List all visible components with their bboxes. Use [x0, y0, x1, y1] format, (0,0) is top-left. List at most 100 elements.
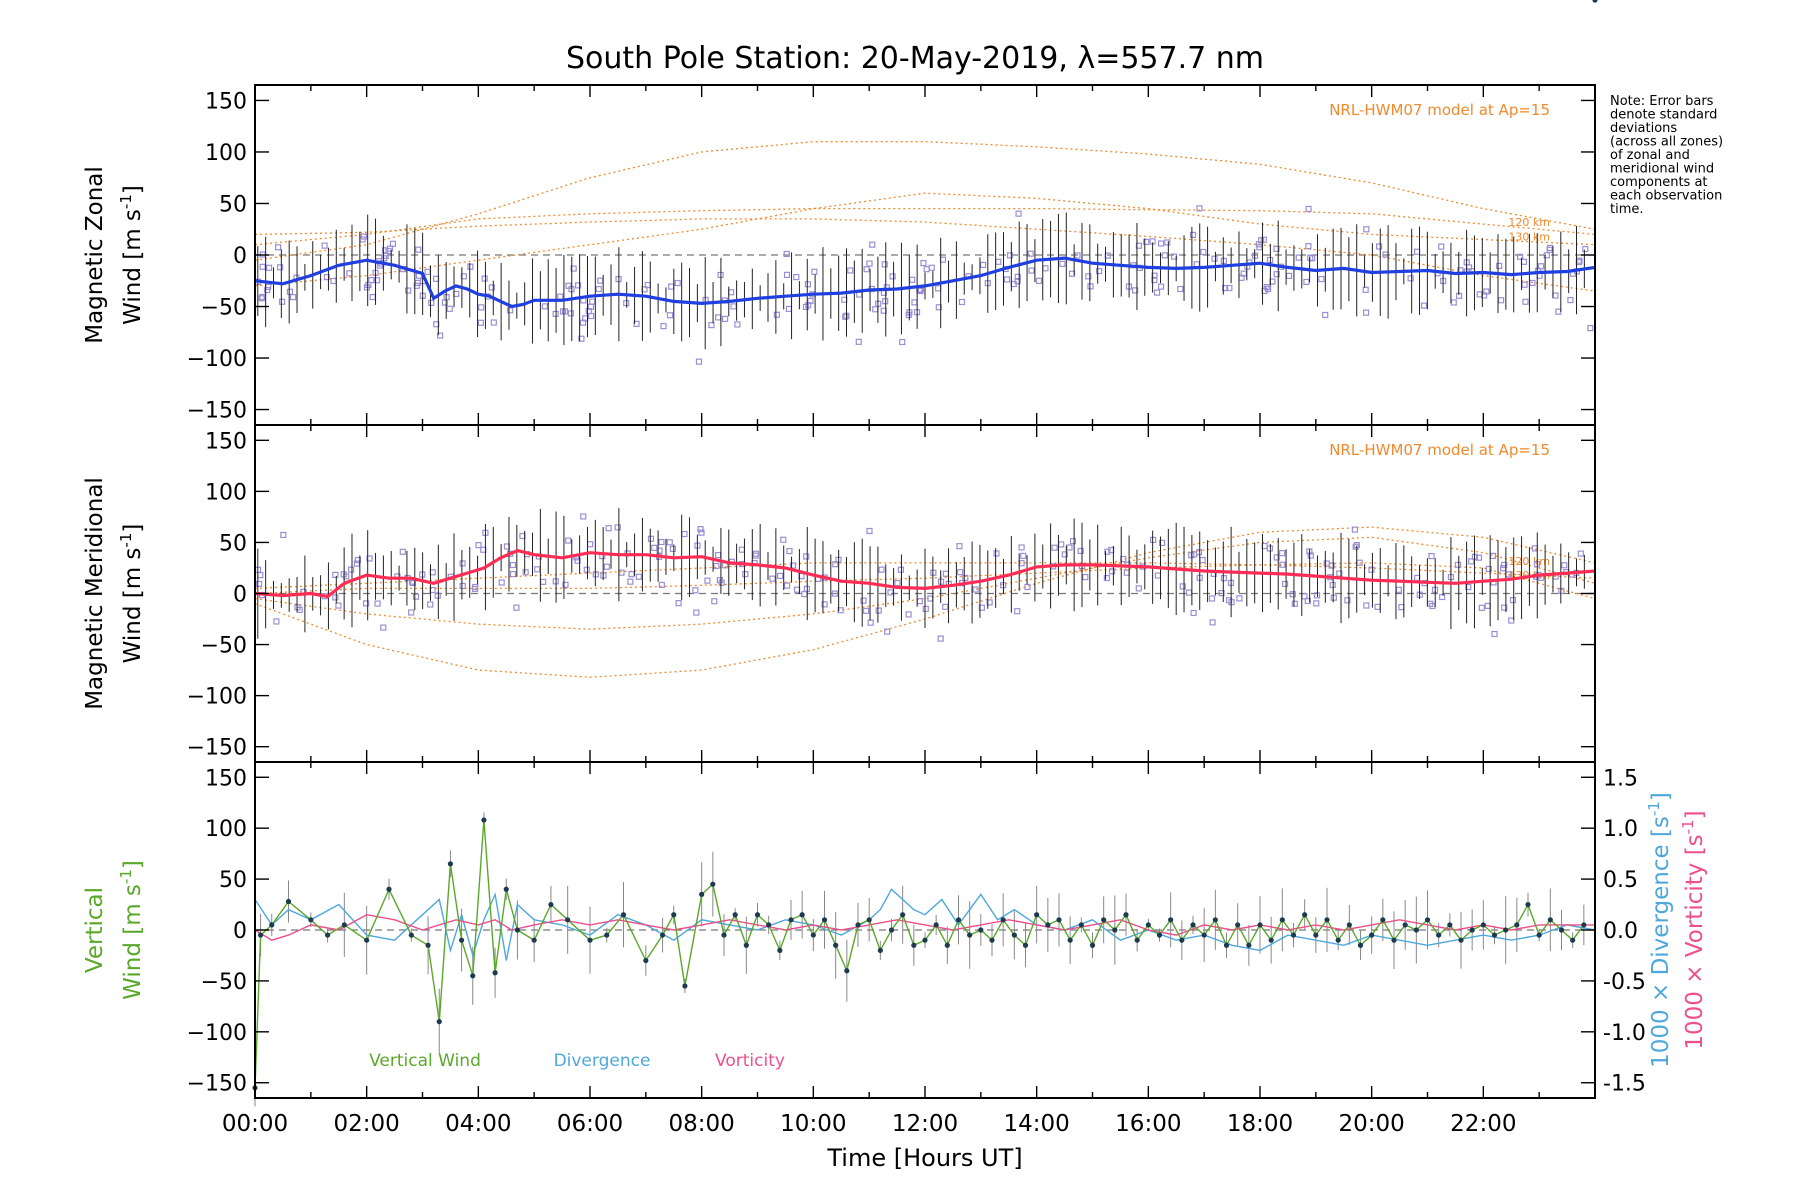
vertical-point	[458, 937, 465, 943]
right-tick-label: -0.5	[1603, 970, 1646, 995]
vertical-point	[492, 970, 498, 976]
zone-point	[1190, 609, 1197, 617]
zone-point	[513, 604, 520, 611]
zone-point	[777, 572, 784, 579]
zone-point	[783, 271, 791, 278]
model-label: NRL-HWM07 model at Ap=15	[1329, 441, 1550, 459]
zone-point	[332, 571, 339, 579]
vertical-point	[933, 922, 939, 928]
zone-point	[412, 593, 420, 600]
zone-point	[1291, 600, 1298, 607]
zone-point	[446, 305, 453, 312]
model-curve-3	[254, 218, 1596, 292]
zone-point	[1450, 299, 1457, 306]
vertical-point	[643, 957, 649, 964]
zone-point	[498, 579, 505, 586]
zone-point	[560, 308, 567, 315]
zone-point	[1501, 604, 1508, 611]
zone-point	[962, 574, 969, 582]
vertical-point	[699, 891, 705, 897]
zone-point	[1103, 574, 1110, 582]
zone-point	[1307, 552, 1314, 559]
zone-point	[429, 569, 436, 576]
zone-point	[811, 268, 818, 275]
zone-point	[1398, 604, 1405, 611]
zone-point	[256, 580, 263, 587]
vertical-point	[1357, 942, 1364, 948]
zone-point	[1150, 536, 1157, 544]
model-curve-1	[254, 192, 1596, 287]
zone-point	[917, 287, 924, 295]
zone-point	[887, 589, 894, 596]
zone-point	[909, 276, 916, 283]
vertical-point	[1056, 917, 1062, 923]
x-tick-label: 16:00	[1115, 1111, 1181, 1137]
vertical-point	[1469, 927, 1475, 933]
zone-point	[681, 530, 688, 538]
y-tick-label: −50	[201, 970, 247, 995]
y-axis-label-zonal-text: Wind [m s	[120, 209, 146, 325]
zone-point	[1279, 550, 1286, 557]
vertical-point	[1302, 912, 1308, 918]
zone-point	[695, 358, 703, 365]
zone-point	[567, 310, 574, 317]
vertical-point	[1547, 917, 1553, 923]
vertical-point	[877, 947, 883, 953]
vertical-point	[1268, 937, 1274, 943]
vertical-point	[900, 912, 906, 918]
zone-point	[742, 571, 749, 578]
note-line: deviations	[1610, 121, 1677, 136]
zone-point	[1509, 596, 1517, 604]
zone-point	[1085, 273, 1092, 280]
vertical-point	[1335, 937, 1341, 943]
zone-point	[714, 551, 722, 559]
zone-point	[507, 307, 514, 314]
x-axis-label: Time [Hours UT]	[826, 1144, 1022, 1172]
y-axis-label-vertical-text: Wind [m s	[120, 884, 146, 1000]
y-tick-label: −150	[187, 736, 247, 761]
zone-point	[993, 550, 1000, 557]
vertical-point	[604, 932, 610, 938]
vertical-point	[503, 886, 509, 892]
zone-point	[1226, 284, 1233, 292]
zone-point	[1362, 286, 1369, 293]
zone-point	[373, 277, 381, 284]
zone-point	[1407, 275, 1414, 282]
vertical-point	[1536, 932, 1542, 938]
zone-point	[922, 605, 929, 612]
zone-point	[321, 242, 328, 249]
zone-point	[1185, 589, 1193, 596]
zone-point	[1066, 544, 1073, 551]
panel-frame	[254, 84, 1596, 426]
zone-point	[862, 607, 870, 614]
zone-point	[565, 282, 572, 289]
zone-point	[1522, 298, 1529, 305]
zone-point	[437, 332, 444, 339]
vertical-point	[844, 968, 850, 974]
zone-point	[1131, 287, 1139, 294]
zone-point	[1414, 574, 1421, 581]
divergence-label-close: ]	[1648, 792, 1674, 801]
zone-point	[1508, 617, 1515, 624]
zone-point	[1014, 273, 1021, 280]
vertical-point	[269, 922, 275, 928]
vertical-point	[341, 922, 347, 928]
zone-point	[459, 582, 466, 590]
y-axis-label-meridional-sup: -1	[117, 533, 135, 548]
zone-point	[1485, 565, 1492, 573]
vertical-point	[732, 912, 738, 918]
zone-point	[803, 553, 810, 560]
vertical-point	[1223, 942, 1230, 948]
zone-point	[1305, 243, 1312, 250]
y-tick-label: 0	[233, 583, 247, 608]
zone-point	[1208, 595, 1216, 602]
zone-point	[1196, 205, 1203, 212]
y-tick-label: 100	[205, 480, 247, 505]
zone-point	[1157, 240, 1165, 247]
zone-point	[424, 268, 431, 275]
vertical-point	[1134, 937, 1140, 943]
zone-point	[786, 547, 793, 555]
x-tick-label: 00:00	[222, 1111, 288, 1137]
zone-point	[1468, 558, 1475, 565]
